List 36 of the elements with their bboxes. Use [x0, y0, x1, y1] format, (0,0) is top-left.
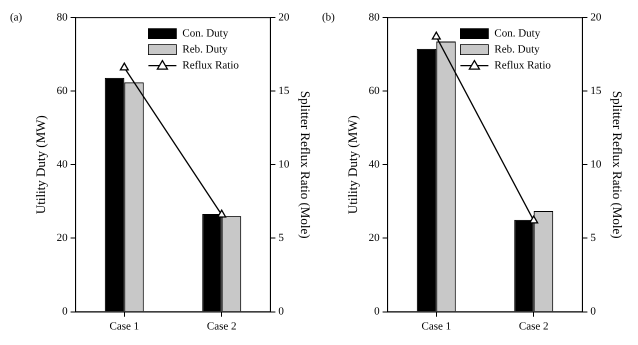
x-tick-label: Case 1	[421, 320, 452, 332]
y-tick-label: 60	[56, 85, 68, 98]
legend-label: Reb. Duty	[494, 43, 540, 56]
y2-tick-label: 5	[278, 232, 284, 244]
y2-tick-label: 15	[278, 85, 290, 98]
chart-title: (a)	[10, 11, 23, 24]
y2-tick-label: 15	[590, 85, 602, 98]
y-tick-label: 20	[368, 232, 380, 244]
legend-label: Con. Duty	[494, 27, 541, 40]
y-tick-label: 40	[56, 158, 68, 171]
y-axis-title: Utility Duty (MW)	[33, 115, 48, 214]
y-tick-label: 0	[374, 306, 380, 318]
y2-tick-label: 5	[590, 232, 596, 244]
y2-tick-label: 10	[278, 158, 290, 171]
y2-axis-title: Splitter Reflux Ratio (Mole)	[298, 90, 313, 239]
x-tick-label: Case 2	[518, 320, 549, 332]
y2-tick-label: 20	[590, 11, 602, 24]
y-tick-label: 80	[56, 11, 68, 24]
y2-tick-label: 10	[590, 158, 602, 171]
y-axis-title: Utility Duty (MW)	[345, 115, 360, 214]
y-tick-label: 40	[368, 158, 380, 171]
y-tick-label: 20	[56, 232, 68, 244]
legend-label: Reb. Duty	[182, 43, 228, 56]
x-tick-label: Case 2	[206, 320, 237, 332]
y-tick-label: 80	[368, 11, 380, 24]
legend-label: Reflux Ratio	[494, 59, 552, 72]
chart-title: (b)	[322, 11, 336, 24]
x-tick-label: Case 1	[109, 320, 140, 332]
y-tick-label: 0	[62, 306, 68, 318]
y-tick-label: 60	[368, 85, 380, 98]
y2-tick-label: 0	[278, 306, 284, 318]
legend-label: Con. Duty	[182, 27, 229, 40]
legend-label: Reflux Ratio	[182, 59, 240, 72]
y2-tick-label: 20	[278, 11, 290, 24]
y2-axis-title: Splitter Reflux Ratio (Mole)	[610, 90, 625, 239]
y2-tick-label: 0	[590, 306, 596, 318]
